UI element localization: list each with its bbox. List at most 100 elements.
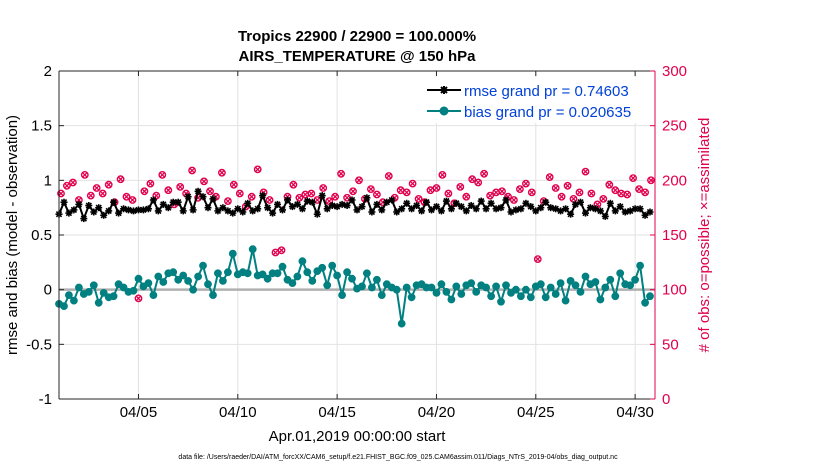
- obs-count-marker: [319, 184, 328, 192]
- bias-point: [358, 282, 366, 291]
- rmse-point: [373, 200, 381, 208]
- bias-point: [536, 280, 545, 289]
- rmse-point: [586, 204, 594, 212]
- y2-tick-label: 0: [662, 391, 670, 408]
- rmse-point: [487, 199, 495, 207]
- bias-point: [204, 280, 212, 289]
- rmse-point: [348, 196, 356, 204]
- legend-bias-label: bias grand pr = 0.020635: [464, 104, 631, 121]
- y-axis-label: rmse and bias (model - observation): [4, 115, 21, 355]
- rmse-point: [244, 199, 252, 207]
- y2-tick-label: 100: [662, 282, 687, 299]
- legend-rmse-label: rmse grand pr = 0.74603: [464, 83, 629, 100]
- rmse-point: [284, 196, 291, 204]
- bias-point: [278, 262, 287, 271]
- obs-count-marker: [551, 184, 560, 192]
- rmse-point: [154, 207, 162, 215]
- bias-point: [502, 281, 510, 290]
- rmse-point: [423, 198, 430, 206]
- bias-point: [432, 289, 441, 297]
- bias-point: [636, 261, 644, 270]
- rmse-point: [80, 215, 88, 223]
- bias-point: [641, 298, 649, 307]
- bias-point: [243, 269, 252, 278]
- bias-point: [402, 283, 411, 292]
- rmse-point: [189, 206, 197, 214]
- legend: rmse grand pr = 0.74603 bias grand pr = …: [421, 77, 645, 123]
- rmse-point: [65, 209, 73, 217]
- rmse-point: [164, 204, 172, 212]
- bias-point: [566, 277, 575, 285]
- bias-point: [561, 296, 570, 305]
- obs-count-marker: [140, 187, 149, 196]
- series-layer: [55, 165, 655, 328]
- obs-count-marker: [337, 169, 346, 178]
- legend-box: [421, 77, 645, 123]
- bias-point: [546, 283, 555, 292]
- obs-count-marker: [486, 191, 495, 200]
- rmse-point: [293, 200, 301, 208]
- obs-count-marker: [498, 187, 506, 196]
- rmse-point: [408, 205, 416, 213]
- rmse-point: [85, 202, 93, 209]
- rmse-point: [596, 207, 604, 215]
- rmse-point: [239, 208, 247, 216]
- obs-count-marker: [349, 187, 357, 196]
- bias-point: [199, 261, 207, 270]
- y-tick-label: -0.5: [26, 336, 52, 353]
- obs-count-marker: [522, 179, 530, 188]
- obs-count-marker: [623, 190, 632, 199]
- obs-count-marker: [533, 255, 542, 264]
- rmse-point: [149, 196, 157, 204]
- y-tick-label: -1: [39, 391, 52, 408]
- rmse-point: [60, 198, 68, 206]
- rmse-point: [477, 197, 485, 205]
- obs-count-marker: [128, 196, 137, 204]
- obs-count-marker: [474, 178, 483, 187]
- obs-count-marker: [408, 179, 417, 188]
- rmse-point: [179, 207, 187, 215]
- bias-point: [631, 275, 639, 284]
- obs-count-marker: [355, 176, 363, 185]
- rmse-point: [393, 208, 401, 216]
- rmse-point: [95, 204, 103, 212]
- rmse-point: [115, 209, 123, 217]
- rmse-point: [174, 198, 182, 206]
- obs-count-marker: [265, 196, 274, 204]
- obs-count-marker: [80, 170, 89, 179]
- rmse-point: [209, 195, 217, 203]
- bias-point: [328, 261, 337, 270]
- bias-point: [89, 281, 98, 290]
- rmse-point: [298, 205, 306, 213]
- rmse-point: [368, 208, 376, 216]
- obs-count-marker: [86, 191, 95, 200]
- bias-point: [263, 274, 272, 283]
- bias-point: [154, 272, 163, 281]
- rmse-point: [313, 210, 321, 218]
- obs-count-marker: [366, 185, 375, 194]
- rmse-point: [472, 205, 480, 213]
- obs-count-marker: [307, 189, 316, 198]
- obs-count-marker: [599, 194, 608, 203]
- obs-count-marker: [635, 185, 643, 194]
- rmse-point: [418, 207, 426, 215]
- rmse-point: [502, 196, 510, 204]
- bias-point: [333, 271, 342, 280]
- rmse-point: [462, 207, 470, 215]
- obs-count-marker: [545, 173, 554, 182]
- x-tick-label: 04/10: [219, 404, 257, 421]
- rmse-point: [184, 193, 192, 201]
- bias-point: [159, 278, 168, 286]
- rmse-point: [338, 200, 346, 208]
- x-tick-label: 04/20: [418, 404, 456, 421]
- y-tick-label: 1: [44, 172, 52, 189]
- bias-point: [348, 274, 356, 283]
- x-tick-label: 04/25: [517, 404, 555, 421]
- bias-point: [571, 281, 580, 290]
- rmse-point: [601, 212, 609, 220]
- obs-count-marker: [396, 186, 405, 195]
- rmse-point: [135, 206, 142, 214]
- obs-count-marker: [402, 188, 411, 197]
- bias-point: [308, 277, 317, 285]
- rmse-point: [611, 207, 619, 215]
